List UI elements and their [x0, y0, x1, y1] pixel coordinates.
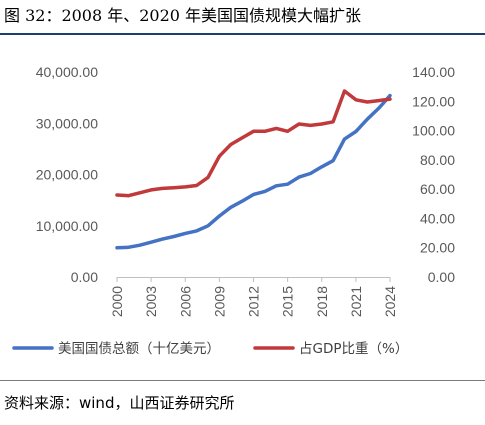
x-tick-label: 2006: [177, 286, 193, 317]
y-left-tick-label: 10,000.00: [36, 218, 98, 234]
y-left-tick-label: 20,000.00: [36, 167, 98, 183]
y-right-tick-label: 0.00: [428, 269, 455, 285]
legend-label-2: 占GDP比重（%）: [299, 341, 408, 357]
title-divider: [0, 33, 485, 35]
x-tick-label: 2015: [280, 286, 296, 317]
y-right-tick-label: 20.00: [420, 240, 455, 256]
series-line-1: [115, 93, 392, 250]
y-right-tick-label: 40.00: [420, 210, 455, 226]
x-tick-label: 2003: [143, 286, 159, 317]
legend-label-1: 美国国债总额（十亿美元）: [58, 341, 220, 357]
x-tick-label: 2009: [211, 286, 227, 317]
x-tick-label: 2000: [109, 286, 125, 317]
chart-axes: 2000 2003 2006 2009 2012 2015 2018 2021 2024 0.00…: [36, 64, 456, 317]
source-divider: [0, 380, 485, 381]
figure-title: 图 32：2008 年、2020 年美国国债规模大幅扩张: [4, 6, 362, 25]
y-right-tick-label: 120.00: [412, 93, 455, 109]
source-note: 资料来源：wind，山西证券研究所: [4, 394, 235, 412]
x-tick-label: 2021: [348, 286, 364, 317]
x-tick-label: 2018: [314, 286, 330, 317]
y-right-tick-label: 60.00: [420, 181, 455, 197]
chart-legend: 美国国债总额（十亿美元） 占GDP比重（%）: [12, 341, 408, 357]
chart: 2000 2003 2006 2009 2012 2015 2018 2021 2024 0.00…: [12, 64, 456, 357]
series-line-2: [115, 89, 392, 198]
chart-series: [115, 89, 392, 250]
x-tick-label: 2024: [382, 286, 398, 317]
y-left-tick-label: 30,000.00: [36, 115, 98, 131]
y-left-tick-label: 0.00: [71, 269, 98, 285]
x-tick-label: 2012: [246, 286, 262, 317]
y-right-tick-label: 100.00: [412, 123, 455, 139]
y-right-tick-label: 80.00: [420, 152, 455, 168]
y-left-tick-label: 40,000.00: [36, 64, 98, 80]
y-right-tick-label: 140.00: [412, 64, 455, 80]
